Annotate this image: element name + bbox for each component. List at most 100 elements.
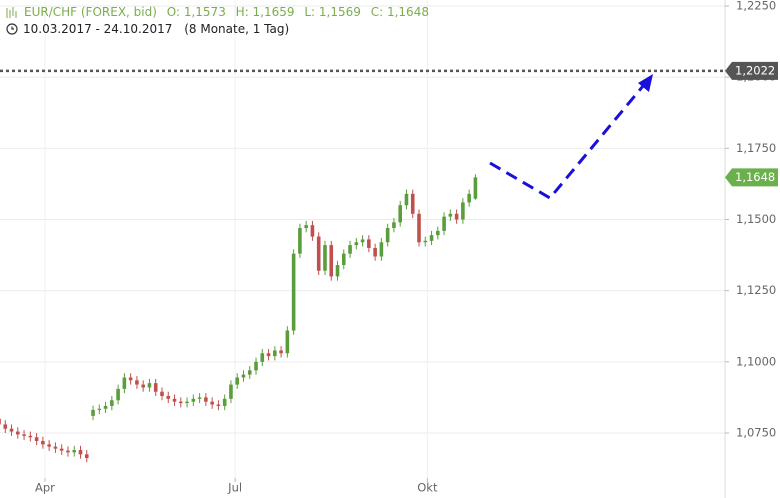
- candle-body: [316, 236, 321, 271]
- candle-body: [3, 424, 8, 429]
- candle-body: [210, 401, 214, 405]
- candle-body: [392, 222, 396, 229]
- price-tag-label: 1,2022: [735, 63, 775, 77]
- axes: 1,07501,10001,12501,15001,17501,20001,22…: [35, 0, 776, 495]
- ohlc-low: L: 1,1569: [304, 5, 361, 19]
- ohlc-high: H: 1,1659: [236, 5, 295, 19]
- candle-body: [442, 216, 446, 231]
- candle-body: [379, 242, 384, 257]
- candle-body: [323, 245, 327, 271]
- candle-body: [454, 213, 459, 220]
- y-tick-label: 1,2250: [736, 0, 776, 12]
- candle-body: [423, 240, 428, 243]
- candle-body: [191, 398, 196, 402]
- candle-body: [398, 205, 403, 223]
- clock-icon: [6, 23, 18, 35]
- candle-body: [229, 384, 233, 399]
- price-tag: [725, 61, 778, 80]
- candle-body: [84, 454, 89, 459]
- candle-body: [448, 213, 453, 217]
- candle-body: [360, 239, 365, 243]
- candle-body: [197, 397, 202, 399]
- price-tag-label: 1,1648: [735, 170, 775, 184]
- period: 10.03.2017 - 24.10.2017: [23, 22, 172, 36]
- candle-body: [59, 448, 64, 451]
- candle-body: [204, 397, 208, 402]
- y-tick-label: 1,1500: [736, 212, 776, 226]
- candle-body: [28, 435, 33, 438]
- candle-body: [279, 350, 283, 354]
- candle-body: [185, 401, 189, 404]
- candle-body: [310, 225, 315, 237]
- price-markers: 1,2022 1,1648: [0, 61, 778, 187]
- candle-body: [178, 401, 183, 404]
- candle-body: [47, 444, 51, 447]
- candle-body: [160, 391, 164, 396]
- candle-body: [0, 418, 1, 425]
- candle-body: [341, 253, 346, 266]
- candle-body: [410, 193, 415, 214]
- candle-body: [153, 383, 158, 392]
- candle-body: [473, 177, 478, 199]
- candle-body: [72, 450, 77, 453]
- candle-body: [285, 330, 290, 354]
- ohlc-open: O: 1,1573: [167, 5, 226, 19]
- candle-body: [172, 398, 177, 402]
- candle-body: [128, 377, 133, 381]
- period-note: (8 Monate, 1 Tag): [184, 22, 289, 36]
- ohlc-close: C: 1,1648: [371, 5, 429, 19]
- candle-body: [354, 242, 359, 246]
- instrument: EUR/CHF (FOREX, bid): [24, 5, 157, 19]
- candle-body: [385, 228, 390, 243]
- candle-body: [429, 235, 434, 241]
- x-tick-label: Apr: [35, 481, 55, 495]
- candle-body: [373, 247, 377, 257]
- candle-body: [273, 350, 277, 357]
- candle-body: [122, 377, 127, 389]
- candle-body: [291, 253, 296, 331]
- forecast-arrow: [489, 74, 653, 200]
- y-tick-label: 1,0750: [736, 425, 776, 439]
- candle-body: [116, 388, 120, 401]
- candle-body: [254, 361, 258, 371]
- candle-body: [367, 239, 371, 248]
- candle-body: [22, 434, 26, 436]
- candle-body: [467, 193, 471, 203]
- candle-body: [348, 245, 352, 254]
- candle-body: [260, 353, 265, 362]
- candle-body: [41, 440, 45, 445]
- candle-body: [135, 380, 139, 385]
- candle-body: [329, 245, 334, 277]
- candle-body: [66, 450, 70, 453]
- instrument-line: EUR/CHF (FOREX, bid) O: 1,1573 H: 1,1659…: [24, 5, 429, 19]
- candle-body: [417, 213, 421, 243]
- candle-body: [436, 230, 440, 236]
- candle-body: [166, 395, 171, 399]
- candle-body: [78, 450, 83, 455]
- candle-body: [241, 374, 246, 378]
- grid: [0, 0, 725, 478]
- price-tag: [725, 168, 778, 187]
- x-tick-label: Okt: [417, 481, 438, 495]
- y-tick-label: 1,1250: [736, 283, 776, 297]
- header: EUR/CHF (FOREX, bid) O: 1,1573 H: 1,1659…: [6, 5, 429, 36]
- candle-body: [103, 405, 108, 409]
- candle-body: [247, 370, 252, 375]
- candles: [0, 174, 478, 463]
- candle-body: [335, 265, 340, 277]
- y-tick-label: 1,1750: [736, 141, 776, 155]
- candle-body: [34, 437, 39, 441]
- candle-body: [9, 428, 14, 432]
- candle-body: [53, 446, 58, 449]
- candle-body: [235, 377, 240, 385]
- chart-icon: [6, 7, 17, 18]
- candle-body: [147, 383, 152, 388]
- candle-body: [222, 398, 227, 406]
- candle-body: [298, 228, 302, 254]
- period-line: 10.03.2017 - 24.10.2017 (8 Monate, 1 Tag…: [23, 22, 289, 36]
- candle-body: [461, 202, 465, 220]
- candle-body: [91, 409, 95, 416]
- y-tick-label: 1,1000: [736, 354, 776, 368]
- candle-body: [216, 404, 221, 406]
